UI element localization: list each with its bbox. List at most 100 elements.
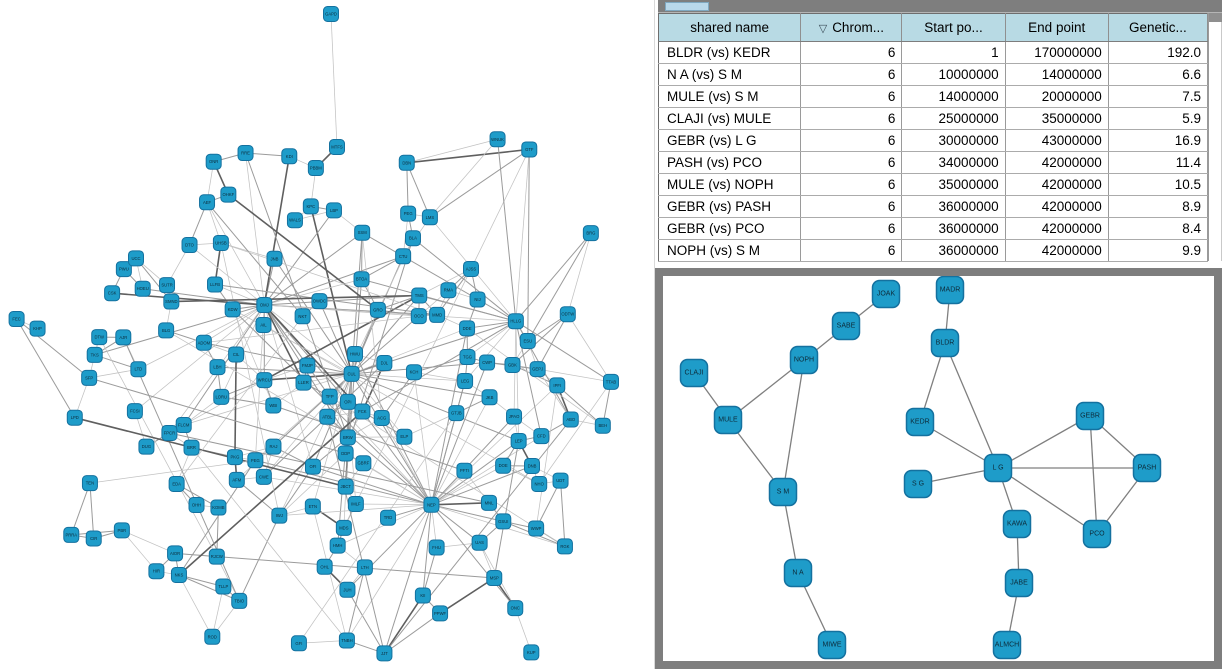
table-cell-4-1[interactable]: 6 [800,129,903,152]
network-node-TMS[interactable]: TMS [411,287,428,304]
network-node-SUTR[interactable]: SUTR [159,277,176,294]
network-node-OHL[interactable]: OHL [316,558,333,575]
network-node-RRE[interactable]: RRE [237,145,254,162]
network-node-CIR[interactable]: CIR [85,530,102,547]
table-cell-1-4[interactable]: 6.6 [1108,63,1209,86]
network-node-DTW[interactable]: DTW [91,329,108,346]
network-node-WWP[interactable]: WWP [528,520,545,537]
network-node-OMJ[interactable]: OMJ [256,297,273,314]
column-header-3[interactable]: End point [1005,13,1109,42]
network-node-FEC[interactable]: FEC [8,311,25,328]
network-node-JUH[interactable]: JUH [339,581,356,598]
table-cell-3-0[interactable]: CLAJI (vs) MULE [658,107,802,130]
table-cell-1-0[interactable]: N A (vs) S M [658,63,802,86]
table-cell-8-3[interactable]: 42000000 [1005,217,1109,240]
table-cell-0-2[interactable]: 1 [901,41,1006,64]
network-node-OFI[interactable]: OFI [304,458,321,475]
network-node-GBRF[interactable]: GBRF [355,455,372,472]
network-node-AFM[interactable]: AFM [228,471,245,488]
network-node-TRD[interactable]: TRD [380,509,397,526]
column-header-2[interactable]: Start po... [901,13,1006,42]
network-node-BRG[interactable]: BRG [582,225,599,242]
network-node-ACG[interactable]: ACG [373,409,390,426]
network-node-IWJ[interactable]: IWJ [271,507,288,524]
network-node-CFD[interactable]: CFD [533,428,550,445]
network-node-RGK[interactable]: RGK [556,538,573,555]
network-node-SABE[interactable]: SABE [831,311,861,341]
network-node-KAWA[interactable]: KAWA [1002,509,1032,539]
network-node-GEPJ[interactable]: GEPJ [529,361,546,378]
network-node-JNB[interactable]: JNB [266,250,283,267]
network-node-ADOM[interactable]: ADOM [195,334,212,351]
table-cell-2-0[interactable]: MULE (vs) S M [658,85,802,108]
network-node-TEN[interactable]: TEN [81,475,98,492]
network-node-LEP[interactable]: LEP [510,432,527,449]
table-cell-8-2[interactable]: 36000000 [901,217,1006,240]
network-node-CWE[interactable]: CWE [255,468,272,485]
table-cell-6-0[interactable]: MULE (vs) NOPH [658,173,802,196]
network-node-ONR[interactable]: ONR [205,153,222,170]
network-node-SSM[interactable]: SSM [354,224,371,241]
network-node-TBIO[interactable]: TBIO [231,592,248,609]
network-node-SFP[interactable]: SFP [81,369,98,386]
network-node-LLFB[interactable]: LLFB [207,276,224,293]
table-cell-9-3[interactable]: 42000000 [1005,239,1109,262]
column-header-0[interactable]: shared name [658,13,802,42]
table-cell-2-2[interactable]: 14000000 [901,85,1006,108]
network-node-MULE[interactable]: MULE [713,405,743,435]
network-node-HIR[interactable]: HIR [148,563,165,580]
network-node-TKS[interactable]: TKS [86,346,103,363]
network-node-N A[interactable]: N A [783,558,813,588]
network-node-JKB[interactable]: JKB [481,389,498,406]
network-node-OHH[interactable]: OHH [188,496,205,513]
network-node-CWP[interactable]: CWP [479,354,496,371]
network-node-LBP[interactable]: LBP [325,202,342,219]
table-cell-2-1[interactable]: 6 [800,85,903,108]
table-cell-7-4[interactable]: 8.9 [1108,195,1209,218]
network-node-RJCW[interactable]: RJCW [208,548,225,565]
network-node-HLLG[interactable]: HLLG [507,313,524,330]
network-node-TFP[interactable]: TFP [321,388,338,405]
table-cell-4-0[interactable]: GEBR (vs) L G [658,129,802,152]
network-node-SMND[interactable]: SMND [163,293,180,310]
network-node-UAS[interactable]: UAS [471,534,488,551]
network-node-S G[interactable]: S G [903,469,933,499]
network-node-KDI[interactable]: KDI [281,148,298,165]
network-node-TLLP[interactable]: TLLP [215,578,232,595]
network-node-DOE[interactable]: DOE [495,457,512,474]
network-node-AIL[interactable]: AIL [255,316,272,333]
network-node-L G[interactable]: L G [983,453,1013,483]
network-node-BEH[interactable]: BEH [594,417,611,434]
network-node-RAJ[interactable]: RAJ [265,438,282,455]
network-node-LPD[interactable]: LPD [66,409,83,426]
network-node-KOMB[interactable]: KOMB [210,499,227,516]
network-node-TTAB[interactable]: TTAB [602,373,619,390]
table-cell-5-1[interactable]: 6 [800,151,903,174]
network-node-EDA[interactable]: EDA [168,475,185,492]
network-node-KCH[interactable]: KCH [406,364,423,381]
network-node-PEG[interactable]: PEG [400,205,417,222]
table-cell-7-1[interactable]: 6 [800,195,903,218]
network-node-ETN[interactable]: ETN [304,498,321,515]
network-node-NKS[interactable]: NKS [170,567,187,584]
table-vertical-scrollbar[interactable] [1208,13,1222,261]
network-node-KUP[interactable]: KUP [523,644,540,661]
filter-icon[interactable]: ▽ [818,23,828,35]
network-node-ABO[interactable]: ABO [562,411,579,428]
network-node-ESU[interactable]: ESU [519,332,536,349]
main-network-canvas[interactable]: GAPD MTFS LBP CTU LLFB HMH GTJB OMJ PRRA JUH IMLF K… [0,0,655,669]
network-node-JPAO[interactable]: JPAO [506,408,523,425]
network-node-GTJB[interactable]: GTJB [448,405,465,422]
network-node-KII[interactable]: KII [414,587,431,604]
network-node-BRW[interactable]: BRW [339,429,356,446]
network-node-GSUI[interactable]: GSUI [495,513,512,530]
network-node-LORU[interactable]: LORU [213,388,230,405]
network-node-MDS[interactable]: MDS [335,519,352,536]
table-cell-3-3[interactable]: 35000000 [1005,107,1109,130]
network-node-JJT[interactable]: JJT [376,645,393,662]
network-node-ATBL[interactable]: ATBL [319,408,336,425]
network-node-HMH[interactable]: HMH [329,537,346,554]
network-node-PRRA[interactable]: PRRA [63,526,80,543]
table-cell-3-4[interactable]: 5.9 [1108,107,1209,130]
table-cell-0-1[interactable]: 6 [800,41,903,64]
